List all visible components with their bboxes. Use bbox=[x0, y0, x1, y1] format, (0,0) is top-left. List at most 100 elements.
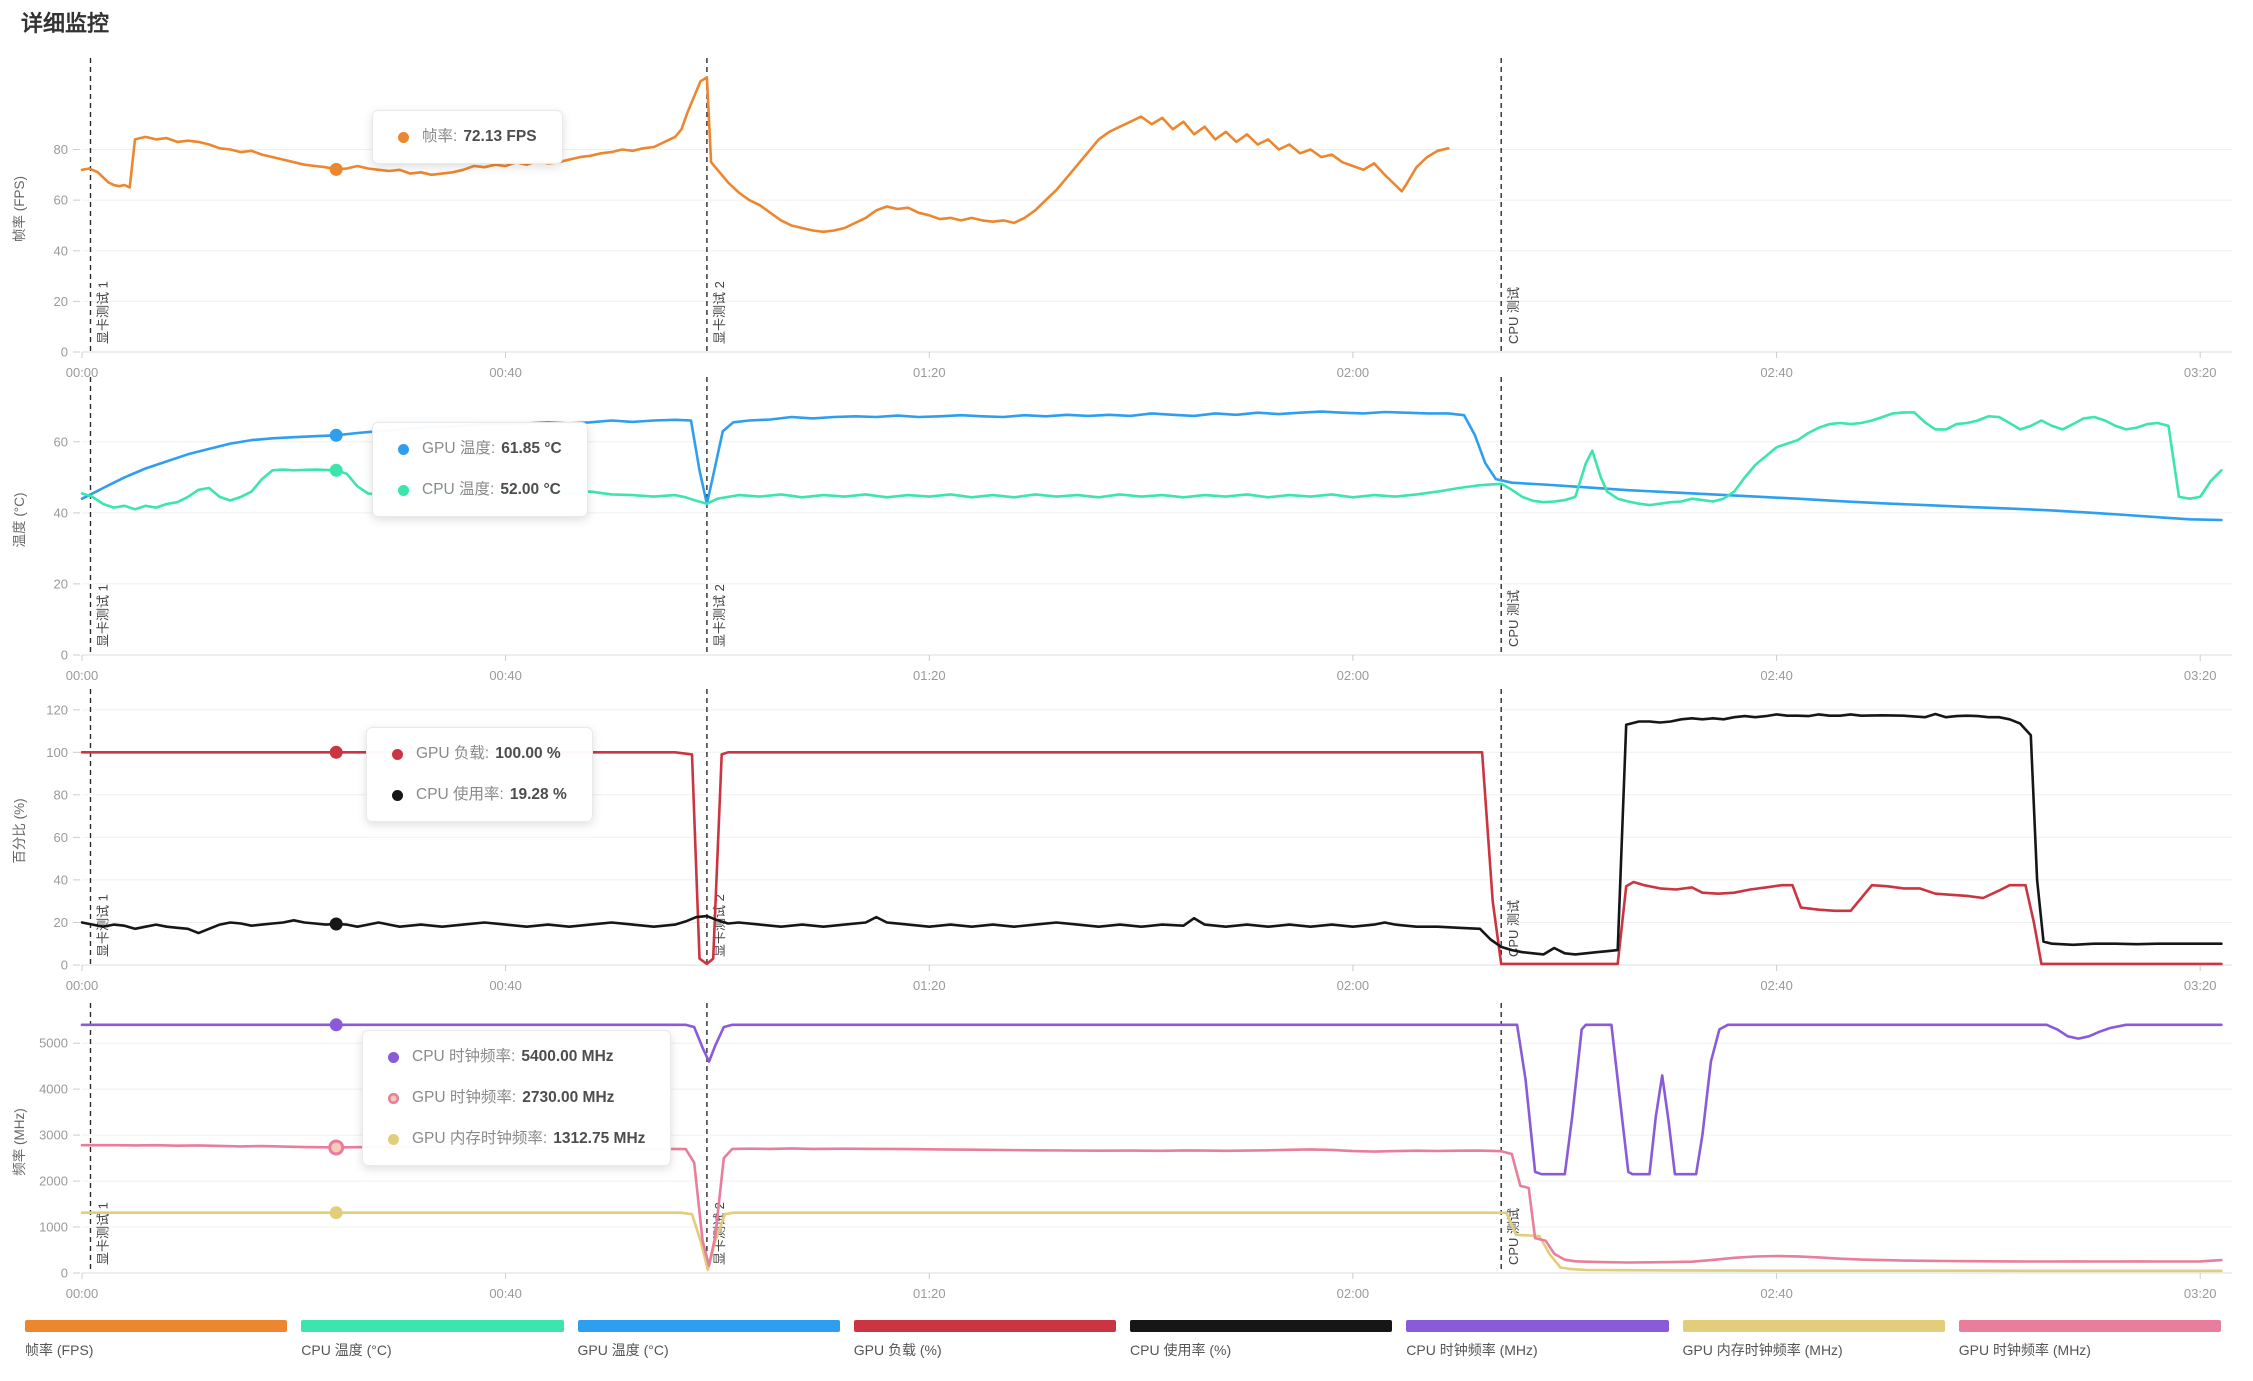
annotation-label: 显卡测试 2 bbox=[712, 584, 727, 647]
legend-label: 帧率 (FPS) bbox=[25, 1342, 94, 1358]
legend-label: GPU 负载 (%) bbox=[853, 1342, 942, 1358]
legend-label: CPU 温度 (°C) bbox=[301, 1342, 392, 1358]
gpu_load-hover-point[interactable] bbox=[329, 745, 343, 759]
legend-label: GPU 时钟频率 (MHz) bbox=[1958, 1342, 2091, 1358]
tooltip-row: CPU 时钟频率: 5400.00 MHz bbox=[388, 1048, 645, 1066]
x-tick-label: 00:40 bbox=[489, 978, 522, 993]
legend-item-fps[interactable]: 帧率 (FPS) bbox=[25, 1320, 288, 1360]
legend-item-gpu_load[interactable]: GPU 负载 (%) bbox=[853, 1320, 1116, 1360]
annotation-label: 显卡测试 2 bbox=[712, 281, 727, 344]
legend-item-gpu_mem_clock[interactable]: GPU 内存时钟频率 (MHz) bbox=[1682, 1320, 1945, 1360]
legend-label: CPU 使用率 (%) bbox=[1130, 1342, 1232, 1358]
tooltip-row: 帧率: 72.13 FPS bbox=[398, 128, 537, 146]
gpu_mem_clock-hover-point[interactable] bbox=[329, 1206, 343, 1220]
tooltip-label: CPU 使用率: bbox=[416, 786, 504, 803]
gpu_temp-hover-point[interactable] bbox=[329, 428, 343, 442]
legend-label: CPU 时钟频率 (MHz) bbox=[1406, 1342, 1538, 1358]
cpu_usage-legend-swatch bbox=[1130, 1320, 1393, 1332]
gpu_clock-hover-point[interactable] bbox=[328, 1139, 345, 1156]
cpu_temp-legend-swatch bbox=[301, 1320, 564, 1332]
tooltip-value: 52.00 °C bbox=[500, 481, 561, 498]
y-tick-label: 3000 bbox=[39, 1128, 68, 1143]
gpu_clock-legend-swatch bbox=[1958, 1320, 2221, 1332]
tooltip-row: GPU 负载: 100.00 % bbox=[392, 745, 567, 763]
gpu_mem_clock-line[interactable] bbox=[80, 1211, 2223, 1273]
x-tick-label: 02:00 bbox=[1337, 1286, 1370, 1301]
y-axis-title: 帧率 (FPS) bbox=[11, 176, 27, 242]
y-tick-label: 60 bbox=[54, 193, 68, 208]
y-tick-label: 100 bbox=[46, 745, 68, 760]
x-tick-label: 02:40 bbox=[1760, 668, 1793, 683]
y-tick-label: 20 bbox=[54, 294, 68, 309]
x-tick-label: 02:40 bbox=[1760, 365, 1793, 380]
fps-hover-point[interactable] bbox=[329, 162, 343, 176]
cpu_temp-hover-point[interactable] bbox=[329, 463, 343, 477]
cpu_clock-line[interactable] bbox=[80, 1023, 2223, 1176]
x-tick-label: 00:00 bbox=[66, 978, 99, 993]
y-tick-label: 0 bbox=[61, 648, 68, 663]
annotation-label: 显卡测试 1 bbox=[96, 1202, 111, 1265]
legend-item-cpu_usage[interactable]: CPU 使用率 (%) bbox=[1130, 1320, 1393, 1360]
y-tick-label: 4000 bbox=[39, 1082, 68, 1097]
tooltip-value: 72.13 FPS bbox=[463, 128, 537, 145]
tooltip-temps: GPU 温度: 61.85 °C CPU 温度: 52.00 °C bbox=[372, 422, 588, 517]
legend-label: GPU 内存时钟频率 (MHz) bbox=[1682, 1342, 1843, 1358]
fps-legend-swatch bbox=[25, 1320, 288, 1332]
gpu_load-line[interactable] bbox=[80, 750, 2223, 966]
chart-percent: 0 20 40 60 80 100 120 00:00 00:40 01:20 02:00 02:40… bbox=[12, 689, 2232, 993]
tooltip-value: 19.28 % bbox=[509, 786, 567, 803]
y-tick-label: 20 bbox=[54, 915, 68, 930]
legend-item-cpu_clock[interactable]: CPU 时钟频率 (MHz) bbox=[1406, 1320, 1669, 1360]
x-tick-label: 01:20 bbox=[913, 365, 946, 380]
x-tick-label: 03:20 bbox=[2184, 365, 2217, 380]
cpu_clock-hover-point[interactable] bbox=[329, 1018, 343, 1032]
y-tick-label: 1000 bbox=[39, 1220, 68, 1235]
legend-item-cpu_temp[interactable]: CPU 温度 (°C) bbox=[301, 1320, 564, 1360]
legend-item-gpu_clock[interactable]: GPU 时钟频率 (MHz) bbox=[1958, 1320, 2221, 1360]
y-tick-label: 80 bbox=[54, 787, 68, 802]
annotation-label: CPU 测试 bbox=[1506, 900, 1521, 957]
tooltip-percent: GPU 负载: 100.00 % CPU 使用率: 19.28 % bbox=[366, 727, 593, 822]
tooltip-value: 1312.75 MHz bbox=[553, 1130, 646, 1147]
tooltip-row: CPU 使用率: 19.28 % bbox=[392, 786, 567, 804]
annotation-label: CPU 测试 bbox=[1506, 287, 1521, 344]
page-title: 详细监控 bbox=[21, 11, 110, 36]
y-tick-label: 60 bbox=[54, 434, 68, 449]
x-tick-label: 03:20 bbox=[2184, 978, 2217, 993]
tooltip-value: 5400.00 MHz bbox=[521, 1048, 614, 1065]
tooltip-fps: 帧率: 72.13 FPS bbox=[372, 110, 563, 164]
y-tick-label: 2000 bbox=[39, 1174, 68, 1189]
y-tick-label: 0 bbox=[61, 958, 68, 973]
fps-line[interactable] bbox=[80, 76, 1450, 234]
cpu_temp-line[interactable] bbox=[80, 411, 2223, 511]
charts-canvas: 0 20 40 60 80 00:00 00:40 01:20 02:00 02:40 03:20 帧… bbox=[11, 58, 2232, 1301]
x-tick-label: 00:40 bbox=[489, 668, 522, 683]
tooltip-label: GPU 内存时钟频率: bbox=[412, 1130, 548, 1147]
cpu_usage-hover-point[interactable] bbox=[329, 917, 343, 931]
cpu_usage-dot-icon bbox=[392, 789, 403, 801]
tooltip-label: GPU 负载: bbox=[416, 745, 490, 762]
tooltip-label: GPU 温度: bbox=[422, 440, 496, 457]
x-tick-label: 02:00 bbox=[1337, 668, 1370, 683]
chart-temps: 0 20 40 60 00:00 00:40 01:20 02:00 02:40 03:20 温度 … bbox=[12, 377, 2232, 683]
cpu_temp-dot-icon bbox=[398, 484, 409, 496]
y-tick-label: 0 bbox=[61, 1266, 68, 1281]
x-tick-label: 00:40 bbox=[489, 365, 522, 380]
x-tick-label: 03:20 bbox=[2184, 1286, 2217, 1301]
gpu_temp-dot-icon bbox=[398, 443, 409, 455]
annotation-label: 显卡测试 2 bbox=[712, 1202, 727, 1265]
tooltip-value: 100.00 % bbox=[495, 745, 561, 762]
gpu_load-dot-icon bbox=[392, 748, 403, 760]
y-tick-label: 60 bbox=[54, 830, 68, 845]
legend-item-gpu_temp[interactable]: GPU 温度 (°C) bbox=[577, 1320, 840, 1360]
gpu_load-legend-swatch bbox=[853, 1320, 1116, 1332]
cpu_clock-dot-icon bbox=[388, 1051, 399, 1063]
y-axis-title: 频率 (MHz) bbox=[11, 1108, 27, 1176]
annotation-label: 显卡测试 1 bbox=[96, 281, 111, 344]
gpu_clock-dot-icon bbox=[388, 1092, 399, 1104]
annotation-label: 显卡测试 1 bbox=[96, 584, 111, 647]
x-tick-label: 03:20 bbox=[2184, 668, 2217, 683]
x-tick-label: 02:40 bbox=[1760, 1286, 1793, 1301]
tooltip-row: GPU 内存时钟频率: 1312.75 MHz bbox=[388, 1130, 645, 1148]
x-tick-label: 00:40 bbox=[489, 1286, 522, 1301]
